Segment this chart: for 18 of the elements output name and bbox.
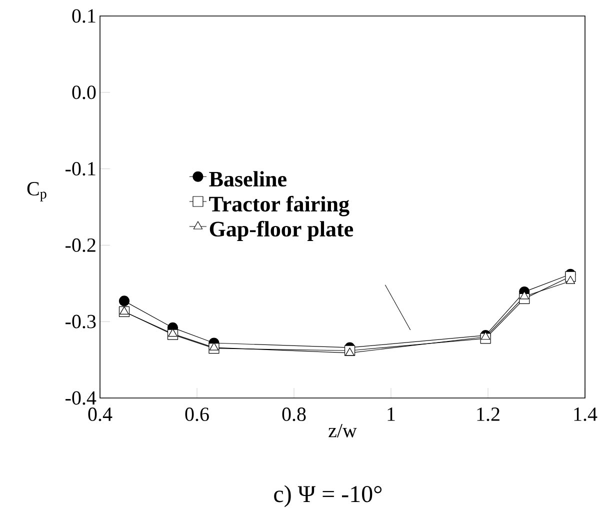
x-axis-title: z/w [328, 424, 357, 438]
x-tick-label: 0.8 [282, 408, 306, 422]
legend-label: Baseline [209, 171, 286, 187]
text: c) Ψ = -10° [274, 485, 382, 508]
y-tick-label: -0.1 [66, 162, 96, 176]
y-tick-label: 0.1 [72, 9, 96, 23]
x-tick-label: 1 [388, 408, 395, 421]
x-tick-label: 1.4 [574, 408, 598, 422]
x-tick-label: 0.4 [88, 408, 112, 422]
y-axis-title: C$_{p}$ [27, 182, 46, 202]
y-tick-label: -0.2 [66, 238, 96, 252]
x-tick-label: 1.2 [477, 408, 500, 422]
y-tick-label: -0.4 [66, 391, 96, 405]
y-tick-label: -0.3 [66, 314, 96, 328]
y-tick-label: 0.0 [72, 86, 96, 100]
x-tick-label: 0.6 [185, 408, 209, 422]
legend-label: Gap-floor plate [210, 220, 354, 242]
legend-label: Tractor fairing [209, 196, 350, 216]
